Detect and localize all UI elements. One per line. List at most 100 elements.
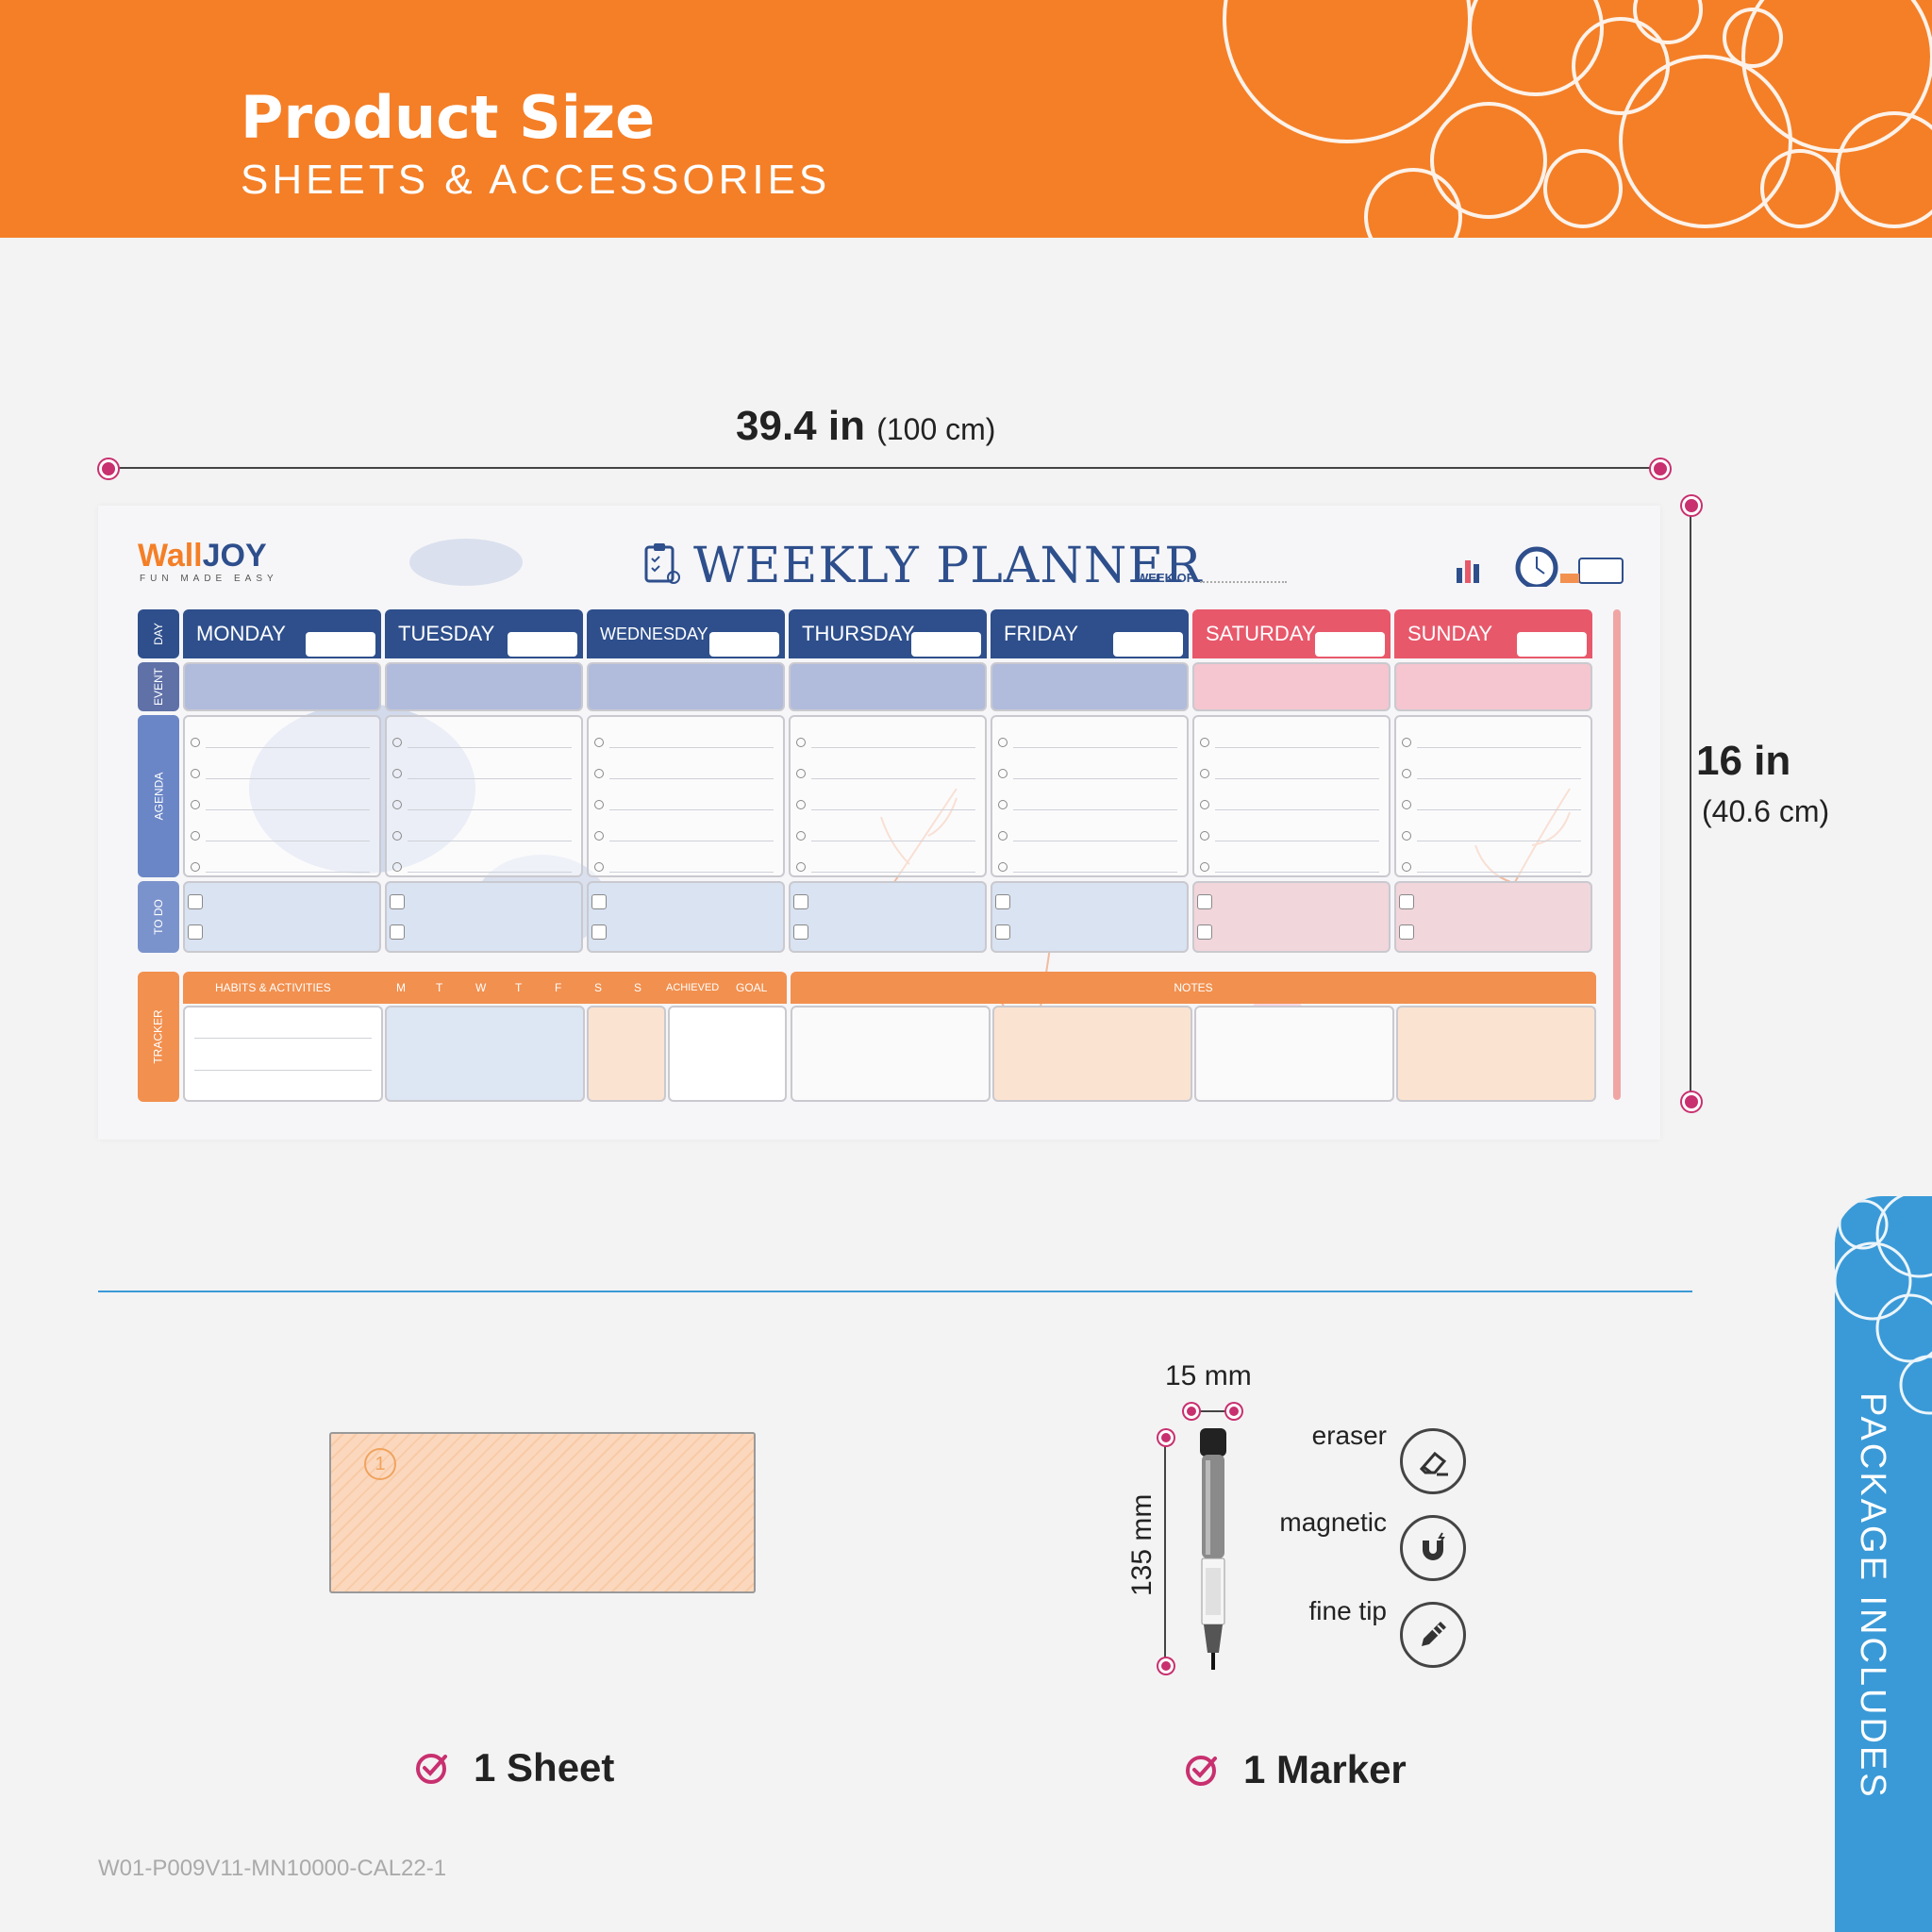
notes-cell-1 xyxy=(791,1006,991,1102)
tracker-weekend-cells xyxy=(587,1006,666,1102)
date-box xyxy=(1315,632,1385,657)
package-includes-tab xyxy=(1835,1196,1932,1932)
date-box xyxy=(1113,632,1183,657)
marker-length-start xyxy=(1158,1430,1174,1445)
day-header-wednesday: WEDNESDAY xyxy=(587,609,785,658)
agenda-cell xyxy=(789,715,987,877)
event-cell xyxy=(1394,662,1592,711)
agenda-line xyxy=(1013,872,1177,873)
agenda-cell xyxy=(385,715,583,877)
todo-checkbox[interactable] xyxy=(995,924,1010,940)
agenda-line xyxy=(206,747,370,748)
todo-checkbox[interactable] xyxy=(188,924,203,940)
day-label: MONDAY xyxy=(196,622,286,645)
tracker-header: HABITS & ACTIVITIES M T W T F S S ACHIEV… xyxy=(183,972,787,1004)
agenda-bullet xyxy=(1200,769,1209,778)
weekly-planner-sheet: WallJOY FUN MADE EASY WEEKLY PLANNER WEE… xyxy=(98,506,1660,1140)
agenda-bullet xyxy=(796,831,806,841)
marker-length-line xyxy=(1164,1436,1166,1664)
agenda-bullet xyxy=(796,800,806,809)
walljoy-logo: WallJOY xyxy=(138,538,267,575)
marker-length-label: 135 mm xyxy=(1126,1493,1158,1596)
agenda-bullet xyxy=(998,831,1008,841)
height-dimension-line xyxy=(1690,504,1691,1100)
sheet-illustration xyxy=(329,1432,756,1593)
todo-checkbox[interactable] xyxy=(793,924,808,940)
marker-width-line xyxy=(1191,1410,1232,1412)
agenda-bullet xyxy=(191,831,200,841)
agenda-line xyxy=(811,747,975,748)
pen-tip-icon xyxy=(1400,1602,1466,1668)
day-label: WEDNESDAY xyxy=(600,624,708,643)
agenda-line xyxy=(811,809,975,810)
notes-cell-3 xyxy=(1194,1006,1394,1102)
agenda-line xyxy=(408,747,572,748)
todo-cell xyxy=(385,881,583,953)
agenda-line xyxy=(609,809,774,810)
row-label-day: DAY xyxy=(138,609,179,658)
agenda-bullet xyxy=(796,769,806,778)
day-label: THURSDAY xyxy=(802,622,915,645)
todo-cell xyxy=(587,881,785,953)
feature-label-fine-tip: fine tip xyxy=(1308,1596,1388,1625)
sku-code: W01-P009V11-MN10000-CAL22-1 xyxy=(98,1856,447,1881)
bubbles-decoration xyxy=(1223,0,1932,238)
todo-cell xyxy=(991,881,1189,953)
agenda-bullet xyxy=(1402,831,1411,841)
feature-label-magnetic: magnetic xyxy=(1279,1507,1387,1537)
day-header-sunday: SUNDAY xyxy=(1394,609,1592,658)
todo-checkbox[interactable] xyxy=(1399,924,1414,940)
agenda-bullet xyxy=(594,862,604,872)
row-label-event: EVENT xyxy=(138,662,179,711)
bubbles-decoration xyxy=(1835,1196,1932,1415)
agenda-bullet xyxy=(594,831,604,841)
day-label: SATURDAY xyxy=(1206,622,1316,645)
tracker-goal-label: GOAL xyxy=(736,981,768,994)
agenda-line xyxy=(408,778,572,779)
day-header-thursday: THURSDAY xyxy=(789,609,987,658)
page-subtitle: SHEETS & ACCESSORIES xyxy=(241,157,831,203)
todo-checkbox[interactable] xyxy=(390,894,405,909)
agenda-line xyxy=(206,809,370,810)
agenda-line xyxy=(1013,809,1177,810)
marker-width-label: 15 mm xyxy=(1165,1360,1252,1391)
event-cell xyxy=(385,662,583,711)
marker-length-end xyxy=(1158,1658,1174,1674)
agenda-line xyxy=(1417,747,1581,748)
width-inches: 39.4 in xyxy=(736,403,865,449)
agenda-bullet xyxy=(392,831,402,841)
logo-joy: JOY xyxy=(202,538,267,574)
event-cell xyxy=(587,662,785,711)
todo-checkbox[interactable] xyxy=(188,894,203,909)
todo-checkbox[interactable] xyxy=(1197,894,1212,909)
todo-checkbox[interactable] xyxy=(591,894,607,909)
agenda-line xyxy=(1417,778,1581,779)
day-label: SUNDAY xyxy=(1407,622,1493,645)
width-dimension-line xyxy=(108,467,1660,469)
todo-cell xyxy=(789,881,987,953)
agenda-cell xyxy=(991,715,1189,877)
agenda-bullet xyxy=(392,862,402,872)
event-cell xyxy=(183,662,381,711)
todo-checkbox[interactable] xyxy=(995,894,1010,909)
todo-checkbox[interactable] xyxy=(793,894,808,909)
height-inches: 16 in xyxy=(1696,738,1791,784)
height-start-marker xyxy=(1682,496,1701,515)
tracker-day-t2: T xyxy=(515,981,523,994)
day-header-monday: MONDAY xyxy=(183,609,381,658)
date-box xyxy=(911,632,981,657)
agenda-bullet xyxy=(392,738,402,747)
todo-checkbox[interactable] xyxy=(390,924,405,940)
agenda-bullet xyxy=(1402,862,1411,872)
todo-checkbox[interactable] xyxy=(1197,924,1212,940)
todo-checkbox[interactable] xyxy=(591,924,607,940)
agenda-line xyxy=(811,872,975,873)
todo-checkbox[interactable] xyxy=(1399,894,1414,909)
magnet-icon xyxy=(1400,1515,1466,1581)
agenda-line xyxy=(1417,809,1581,810)
date-box xyxy=(306,632,375,657)
agenda-bullet xyxy=(191,738,200,747)
agenda-line xyxy=(206,778,370,779)
notes-cell-4 xyxy=(1396,1006,1596,1102)
agenda-bullet xyxy=(191,862,200,872)
